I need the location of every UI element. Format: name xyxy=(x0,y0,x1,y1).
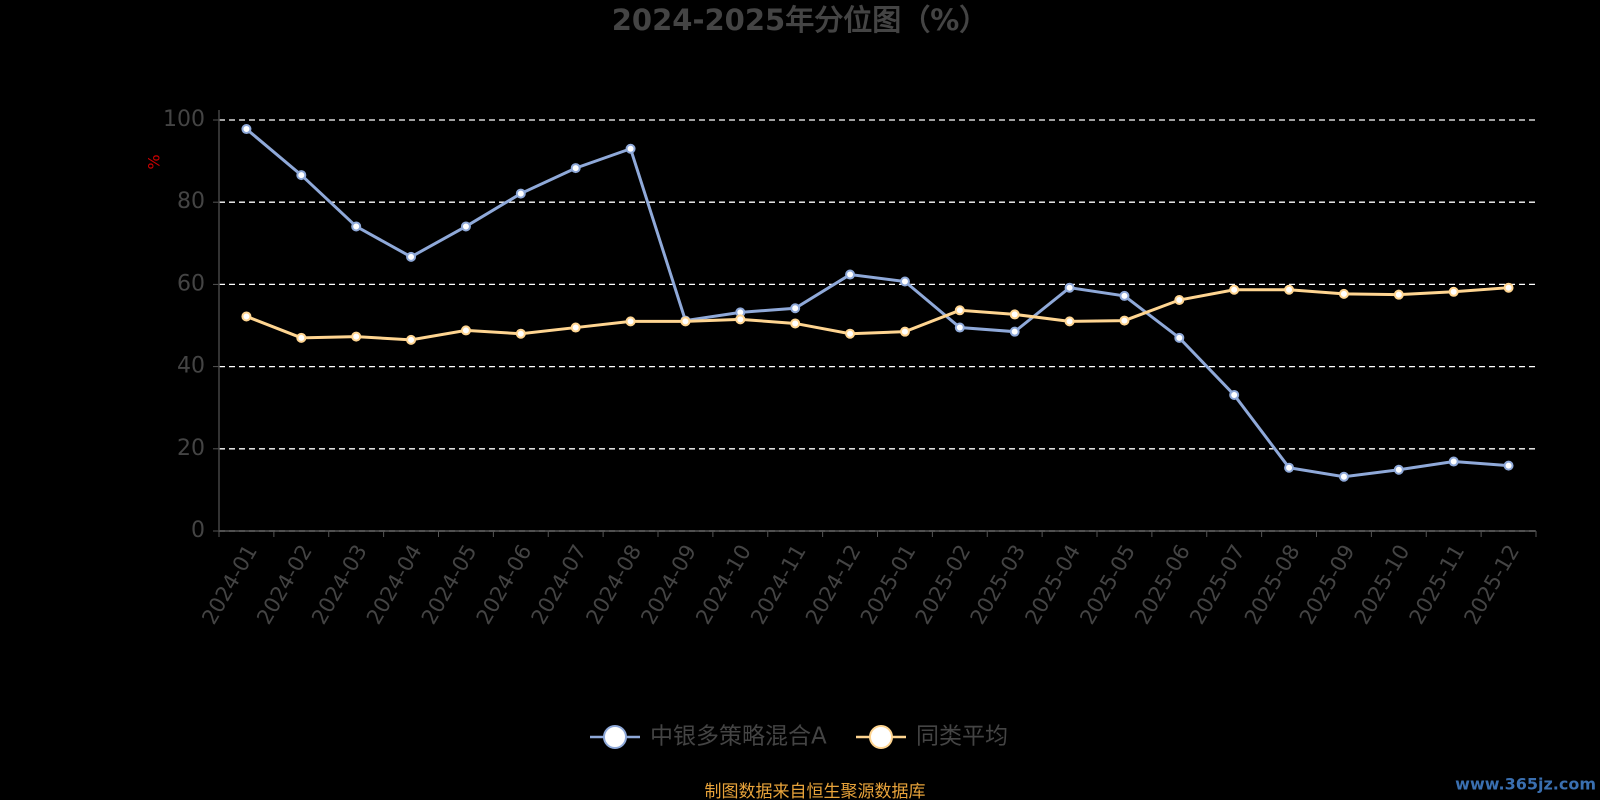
data-point xyxy=(1229,389,1240,400)
legend-marker xyxy=(869,725,893,749)
y-tick-label: 40 xyxy=(177,354,205,379)
series-line xyxy=(245,286,1509,342)
data-point xyxy=(899,276,910,287)
data-point xyxy=(1119,290,1130,301)
data-point xyxy=(1064,316,1075,327)
data-point xyxy=(296,170,307,181)
y-axis-label: % xyxy=(145,154,164,169)
data-point xyxy=(1119,315,1130,326)
data-point xyxy=(241,124,252,135)
data-point xyxy=(351,221,362,232)
data-point xyxy=(1503,282,1514,293)
data-point xyxy=(1338,288,1349,299)
chart-title: 2024-2025年分位图（%） xyxy=(612,3,989,37)
data-point xyxy=(954,305,965,316)
data-point xyxy=(625,143,636,154)
data-point xyxy=(1448,286,1459,297)
data-point xyxy=(1174,332,1185,343)
data-point xyxy=(899,326,910,337)
y-tick-label: 20 xyxy=(177,436,205,461)
data-point xyxy=(1284,284,1295,295)
data-point xyxy=(845,328,856,339)
data-point xyxy=(845,269,856,280)
data-point xyxy=(406,251,417,262)
data-point xyxy=(515,328,526,339)
data-point xyxy=(570,163,581,174)
legend-label: 同类平均 xyxy=(916,724,1008,750)
y-tick-label: 0 xyxy=(191,518,205,543)
data-point xyxy=(1338,471,1349,482)
data-point xyxy=(1229,284,1240,295)
data-point xyxy=(570,322,581,333)
data-point xyxy=(790,303,801,314)
legend-marker xyxy=(603,725,627,749)
data-point xyxy=(1064,282,1075,293)
data-point xyxy=(1009,326,1020,337)
data-point xyxy=(735,314,746,325)
data-point xyxy=(460,325,471,336)
data-point xyxy=(1393,464,1404,475)
y-tick-label: 100 xyxy=(163,107,205,132)
data-point xyxy=(515,188,526,199)
data-point xyxy=(241,311,252,322)
data-point xyxy=(460,221,471,232)
data-point xyxy=(1174,295,1185,306)
legend-label: 中银多策略混合A xyxy=(650,724,827,750)
series-line xyxy=(245,127,1509,479)
data-point xyxy=(625,316,636,327)
y-tick-label: 60 xyxy=(177,271,205,296)
footer: 制图数据来自恒生聚源数据库 xyxy=(705,782,926,800)
data-point xyxy=(1393,289,1404,300)
data-point xyxy=(1009,309,1020,320)
x-tick-label: 2025-12 xyxy=(1459,541,1524,629)
data-point xyxy=(954,322,965,333)
data-point xyxy=(296,332,307,343)
data-point xyxy=(406,334,417,345)
watermark: www.365jz.com xyxy=(1455,775,1596,794)
data-point xyxy=(1503,460,1514,471)
data-point xyxy=(1284,462,1295,473)
y-tick-label: 80 xyxy=(177,189,205,214)
data-point xyxy=(351,331,362,342)
data-point xyxy=(1448,456,1459,467)
data-point xyxy=(790,318,801,329)
data-point xyxy=(680,316,691,327)
